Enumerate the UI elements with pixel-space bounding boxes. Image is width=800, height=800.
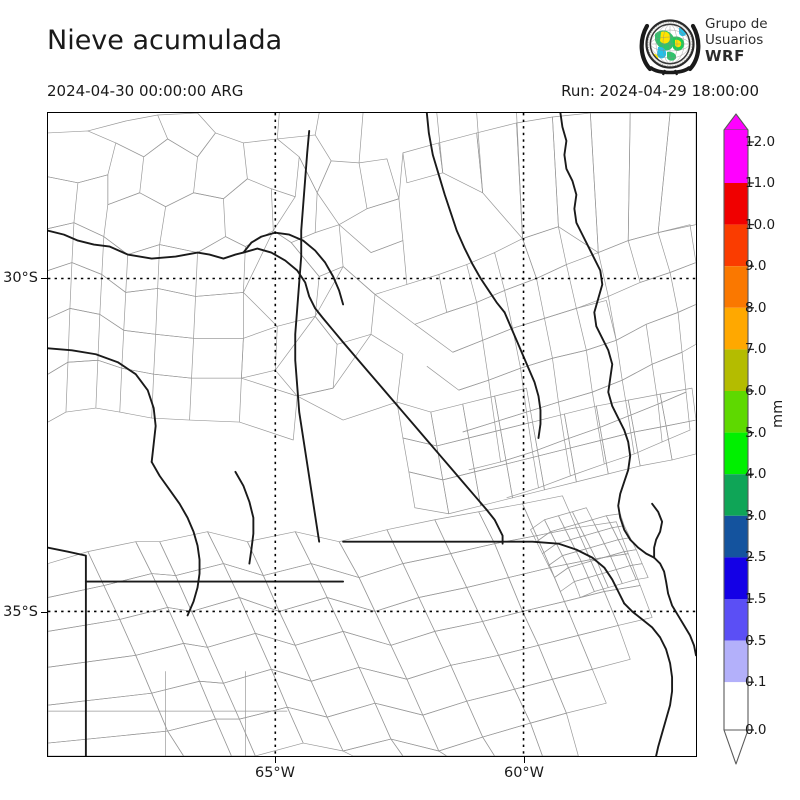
map-canvas[interactable]	[47, 112, 697, 757]
colorbar-tick-4: 4.0	[745, 466, 767, 483]
colorbar-tick-8: 8.0	[745, 299, 767, 316]
page-title: Nieve acumulada	[47, 25, 283, 56]
lon-tick-65w	[275, 757, 277, 763]
lat-label-30s: 30°S	[3, 270, 38, 286]
logo-line-3: WRF	[705, 47, 745, 65]
lat-tick-35s	[41, 612, 47, 614]
colorbar-tick-5: 5.0	[745, 424, 767, 441]
graticule	[48, 113, 696, 756]
lon-tick-60w	[524, 757, 526, 763]
wrf-globe-seal-icon	[639, 19, 701, 76]
logo-line-1: Grupo de	[705, 16, 768, 32]
colorbar-tick-00: 0.0	[745, 722, 767, 738]
valid-time-label: 2024-04-30 00:00:00 ARG	[47, 82, 244, 100]
department-boundaries	[48, 113, 696, 756]
colorbar-tick-7: 7.0	[745, 341, 767, 358]
logo: Grupo de Usuarios WRF	[639, 14, 789, 76]
colorbar-tick-10: 10.0	[745, 216, 776, 233]
run-time-label: Run: 2024-04-29 18:00:00	[561, 82, 759, 100]
lon-label-60w: 60°W	[503, 765, 545, 781]
logo-text: Grupo de Usuarios WRF	[705, 16, 789, 64]
lon-label-65w: 65°W	[254, 765, 296, 781]
colorbar-tick-12: 12.0	[745, 134, 776, 150]
colorbar-tick-25: 2.5	[745, 549, 767, 566]
colorbar-tick-15: 1.5	[745, 591, 767, 607]
map-vector-layers	[48, 113, 696, 756]
colorbar-units-label: mm	[770, 399, 786, 428]
colorbar[interactable]: 12.0 11.0 10.0 9.0 8.0 7.0 6.0 5.0 4.0 3…	[705, 112, 800, 772]
colorbar-tick-6: 6.0	[745, 383, 767, 399]
logo-line-2: Usuarios	[705, 32, 764, 48]
colorbar-tick-3: 3.0	[745, 507, 767, 524]
province-boundaries	[48, 113, 696, 756]
lat-tick-30s	[41, 278, 47, 280]
colorbar-tick-9: 9.0	[745, 258, 767, 275]
colorbar-tick-11: 11.0	[745, 175, 776, 191]
lat-label-35s: 35°S	[3, 604, 38, 620]
colorbar-tick-05: 0.5	[745, 632, 767, 649]
colorbar-swatches	[723, 113, 754, 765]
colorbar-tick-01: 0.1	[745, 674, 767, 691]
